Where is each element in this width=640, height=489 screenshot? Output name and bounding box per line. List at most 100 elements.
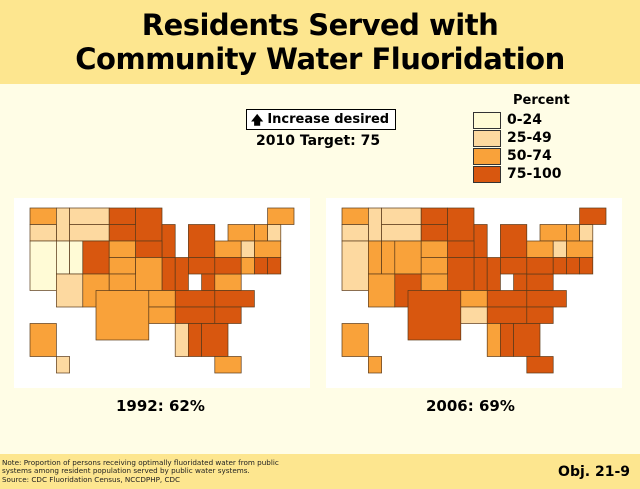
- state-tx: TX: 75-100: [407, 290, 462, 341]
- state-ga: GA: 75-100: [201, 323, 229, 357]
- legend-label: 25-49: [507, 130, 552, 146]
- state-ok: OK: 50-74: [108, 273, 136, 291]
- state-ky: KY: 75-100: [174, 290, 216, 308]
- state-sc: SC: 75-100: [214, 306, 242, 324]
- note-line-3: Source: CDC Fluoridation Census, NCCDPHP…: [2, 474, 181, 484]
- state-ia: IA: 75-100: [135, 240, 163, 258]
- state-wv: WV: 75-100: [513, 273, 528, 291]
- state-az: AZ: 50-74: [368, 273, 396, 308]
- arrow-up-icon: 🡅: [251, 112, 264, 127]
- state-wi: WI: 75-100: [473, 224, 488, 258]
- state-me: ME: 75-100: [579, 207, 607, 225]
- state-ky: KY: 75-100: [486, 290, 528, 308]
- us-choropleth-2006: WA: 50-74ID: 25-49MT: 25-49ND: 75-100MN:…: [341, 207, 607, 374]
- state-in: IN: 75-100: [486, 257, 501, 291]
- legend-item-50-74: 50-74: [473, 147, 552, 165]
- state-tx: TX: 50-74: [95, 290, 150, 341]
- state-wv: WV: 75-100: [201, 273, 216, 291]
- state-or: OR: 25-49: [341, 224, 369, 242]
- legend-title: Percent: [513, 93, 570, 108]
- state-vt: VT: 50-74: [254, 224, 268, 242]
- state-la: LA: 25-49: [460, 306, 488, 324]
- state-ny: NY: 50-74: [227, 224, 255, 242]
- state-ks: KS: 50-74: [108, 257, 136, 275]
- state-ut: UT: 50-74: [381, 240, 396, 275]
- state-ms: MS: 50-74: [486, 323, 501, 357]
- state-ma: MA: 50-74: [566, 240, 594, 258]
- target-2010-label: 2010 Target: 75: [256, 133, 381, 149]
- state-la: LA: 50-74: [148, 306, 176, 324]
- state-ny: NY: 50-74: [539, 224, 567, 242]
- state-oh: OH: 75-100: [500, 257, 528, 275]
- state-nj: NJ: 25-49: [240, 240, 255, 258]
- state-nv: NV: 50-74: [368, 240, 382, 275]
- legend-item-0-24: 0-24: [473, 111, 542, 129]
- caption-2006: 2006: 69%: [426, 397, 515, 415]
- state-wi: WI: 75-100: [161, 224, 176, 258]
- state-mn: MN: 75-100: [135, 207, 163, 242]
- state-il: IL: 75-100: [473, 257, 488, 291]
- legend-item-25-49: 25-49: [473, 129, 552, 147]
- state-wa: WA: 50-74: [341, 207, 369, 225]
- state-ga: GA: 75-100: [513, 323, 541, 357]
- state-ar: AR: 50-74: [460, 290, 488, 308]
- state-nh: NH: 25-49: [267, 224, 282, 242]
- state-de: DE: 75-100: [552, 257, 567, 275]
- state-me: ME: 50-74: [267, 207, 295, 225]
- map-2006: WA: 50-74ID: 25-49MT: 25-49ND: 75-100MN:…: [326, 198, 622, 388]
- state-pa: PA: 50-74: [526, 240, 554, 258]
- state-nc: NC: 75-100: [214, 290, 255, 308]
- state-sd: SD: 75-100: [420, 224, 448, 242]
- state-nd: ND: 75-100: [108, 207, 136, 225]
- title-banner: Residents Served with Community Water Fl…: [0, 0, 640, 84]
- objective-label: Obj. 21-9: [558, 464, 630, 480]
- state-ia: IA: 75-100: [447, 240, 475, 258]
- state-mo: MO: 75-100: [447, 257, 475, 291]
- state-ct: CT: 75-100: [254, 257, 268, 275]
- state-al: AL: 75-100: [500, 323, 514, 357]
- legend-label: 0-24: [507, 112, 543, 128]
- state-ok: OK: 50-74: [420, 273, 448, 291]
- increase-desired-box: 🡅 Increase desired: [246, 109, 397, 130]
- state-hi: HI: 25-49: [56, 356, 70, 374]
- state-pa: PA: 50-74: [214, 240, 242, 258]
- state-wa: WA: 50-74: [29, 207, 57, 225]
- state-nj: NJ: 25-49: [552, 240, 567, 258]
- state-wy: WY: 25-49: [69, 224, 110, 242]
- state-or: OR: 25-49: [29, 224, 57, 242]
- state-ne: NE: 50-74: [108, 240, 136, 258]
- state-fl: FL: 75-100: [526, 356, 554, 374]
- map-1992: WA: 50-74ID: 25-49MT: 25-49ND: 75-100MN:…: [14, 198, 310, 388]
- state-de: DE: 50-74: [240, 257, 255, 275]
- state-sc: SC: 75-100: [526, 306, 554, 324]
- caption-1992: 1992: 62%: [116, 397, 205, 415]
- title-line-1: Residents Served with: [141, 8, 499, 42]
- state-va: VA: 75-100: [526, 273, 554, 291]
- state-tn: TN: 75-100: [486, 306, 528, 324]
- state-id: ID: 25-49: [56, 207, 70, 242]
- state-ks: KS: 50-74: [420, 257, 448, 275]
- state-mt: MT: 25-49: [381, 207, 422, 225]
- state-mi: MI: 75-100: [500, 224, 528, 258]
- state-sd: SD: 75-100: [108, 224, 136, 242]
- state-nc: NC: 75-100: [526, 290, 567, 308]
- state-nv: NV: 0-24: [56, 240, 70, 275]
- state-fl: FL: 50-74: [214, 356, 242, 374]
- legend-swatch: [473, 165, 501, 183]
- legend-swatch: [473, 147, 501, 165]
- state-id: ID: 25-49: [368, 207, 382, 242]
- state-ct: CT: 75-100: [566, 257, 580, 275]
- state-ri: RI: 75-100: [579, 257, 594, 275]
- state-ri: RI: 75-100: [267, 257, 282, 275]
- state-ma: MA: 50-74: [254, 240, 282, 258]
- legend-label: 50-74: [507, 148, 552, 164]
- state-nd: ND: 75-100: [420, 207, 448, 225]
- state-ca: CA: 0-24: [29, 240, 57, 291]
- state-oh: OH: 75-100: [188, 257, 216, 275]
- footer-banner: Note: Proportion of persons receiving op…: [0, 454, 640, 489]
- state-in: IN: 75-100: [174, 257, 189, 291]
- state-tn: TN: 75-100: [174, 306, 216, 324]
- state-al: AL: 75-100: [188, 323, 202, 357]
- state-va: VA: 50-74: [214, 273, 242, 291]
- note-line-1: Note: Proportion of persons receiving op…: [2, 458, 279, 467]
